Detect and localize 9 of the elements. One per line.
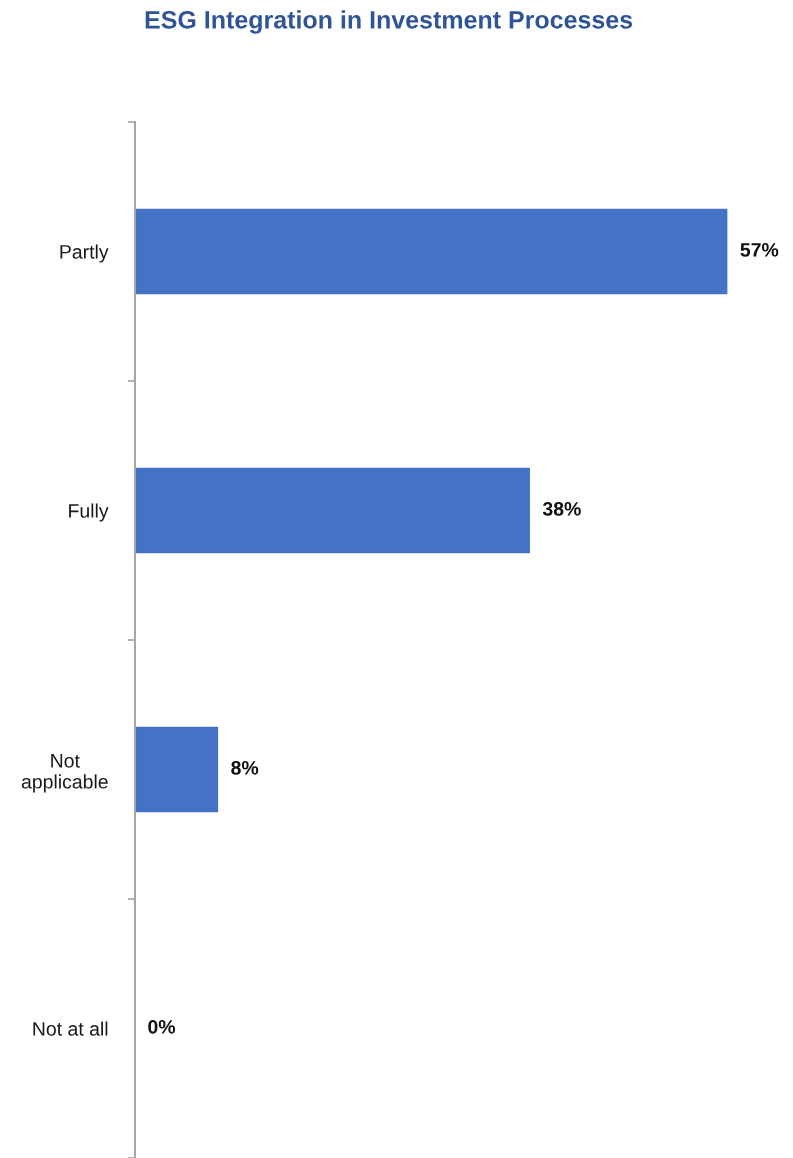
data-label: 57%: [740, 243, 779, 257]
data-label: 0%: [148, 1019, 176, 1034]
chart-title: ESG Integration in Investment Processes: [145, 10, 633, 34]
y-tick-label: Fully: [69, 503, 109, 522]
y-tick-label: Partly: [60, 244, 109, 263]
data-label: 38%: [542, 501, 581, 516]
y-tick-label: Not at all: [33, 1021, 108, 1036]
data-label: 8%: [231, 760, 259, 775]
y-tick-label: Not applicable: [21, 754, 108, 793]
